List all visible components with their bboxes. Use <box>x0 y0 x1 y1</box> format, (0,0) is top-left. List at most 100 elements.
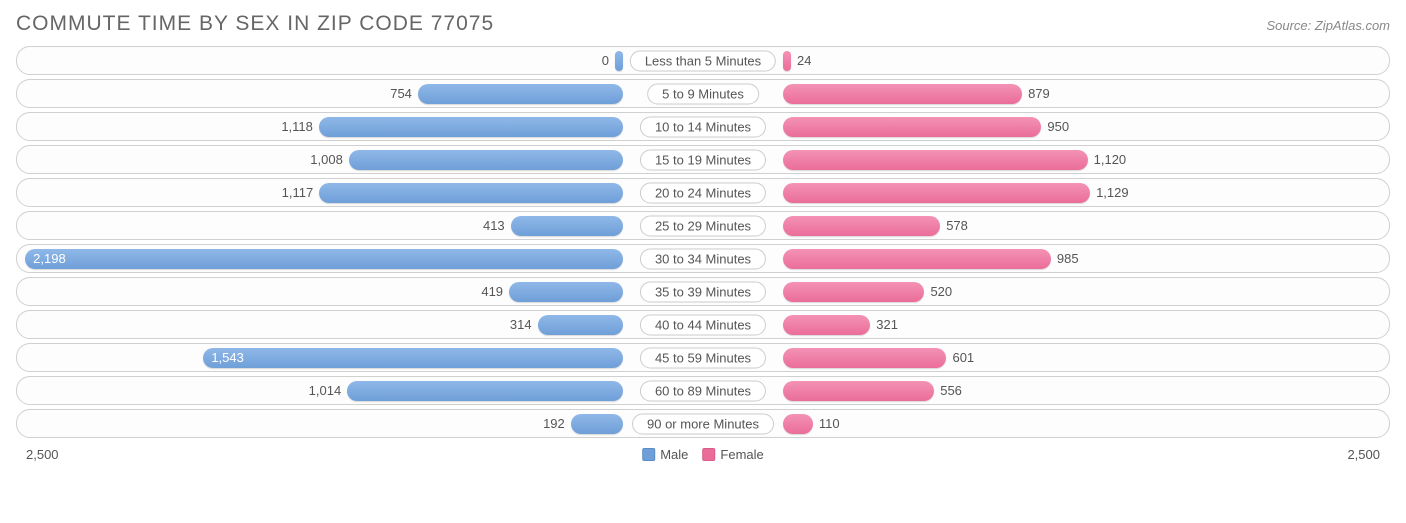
female-value-label: 321 <box>876 317 898 332</box>
category-pill: 5 to 9 Minutes <box>647 83 759 104</box>
male-bar <box>538 315 623 335</box>
female-value-label: 1,120 <box>1094 152 1127 167</box>
male-half: 419 <box>17 278 703 305</box>
female-half: 24 <box>703 47 1389 74</box>
male-value-label: 314 <box>510 317 532 332</box>
male-value-label: 192 <box>543 416 565 431</box>
axis-max-left: 2,500 <box>26 447 59 462</box>
female-value-label: 520 <box>930 284 952 299</box>
category-pill: 20 to 24 Minutes <box>640 182 766 203</box>
female-bar <box>783 183 1090 203</box>
diverging-bar-chart: Less than 5 Minutes 0 24 5 to 9 Minutes 754 8… <box>16 46 1390 438</box>
male-value-label: 419 <box>481 284 503 299</box>
male-value-label: 1,118 <box>281 119 313 134</box>
female-value-label: 985 <box>1057 251 1079 266</box>
chart-row: 45 to 59 Minutes 1,543 601 <box>16 343 1390 372</box>
female-bar <box>783 381 934 401</box>
legend-label-female: Female <box>720 447 763 462</box>
chart-header: COMMUTE TIME BY SEX IN ZIP CODE 77075 So… <box>16 12 1390 36</box>
male-bar <box>511 216 623 236</box>
category-pill: 40 to 44 Minutes <box>640 314 766 335</box>
male-value-label: 413 <box>483 218 505 233</box>
female-bar <box>783 414 813 434</box>
chart-row: 10 to 14 Minutes 1,118 950 <box>16 112 1390 141</box>
male-bar <box>347 381 623 401</box>
category-pill: 45 to 59 Minutes <box>640 347 766 368</box>
chart-row: 40 to 44 Minutes 314 321 <box>16 310 1390 339</box>
male-value-label: 1,117 <box>282 185 314 200</box>
male-value-label: 0 <box>602 53 609 68</box>
female-bar <box>783 51 791 71</box>
male-swatch-icon <box>642 448 655 461</box>
category-pill: 25 to 29 Minutes <box>640 215 766 236</box>
male-value-label: 1,014 <box>309 383 342 398</box>
male-bar <box>418 84 623 104</box>
male-bar <box>319 117 623 137</box>
female-bar <box>783 282 924 302</box>
female-swatch-icon <box>702 448 715 461</box>
male-half: 1,117 <box>17 179 703 206</box>
chart-row: 90 or more Minutes 192 110 <box>16 409 1390 438</box>
category-pill: 35 to 39 Minutes <box>640 281 766 302</box>
male-bar <box>509 282 623 302</box>
female-half: 601 <box>703 344 1389 371</box>
category-pill: 10 to 14 Minutes <box>640 116 766 137</box>
chart-row: 20 to 24 Minutes 1,117 1,129 <box>16 178 1390 207</box>
male-half: 1,014 <box>17 377 703 404</box>
category-pill: 90 or more Minutes <box>632 413 774 434</box>
male-half: 1,543 <box>17 344 703 371</box>
male-half: 314 <box>17 311 703 338</box>
male-value-label: 1,543 <box>211 350 244 365</box>
chart-row: 25 to 29 Minutes 413 578 <box>16 211 1390 240</box>
female-half: 556 <box>703 377 1389 404</box>
female-bar <box>783 249 1051 269</box>
female-bar <box>783 348 946 368</box>
female-half: 985 <box>703 245 1389 272</box>
male-value-label: 2,198 <box>33 251 66 266</box>
female-bar <box>783 315 870 335</box>
male-bar: 2,198 <box>25 249 623 269</box>
female-half: 321 <box>703 311 1389 338</box>
male-bar <box>615 51 623 71</box>
legend-item-male: Male <box>642 447 688 462</box>
female-bar <box>783 216 940 236</box>
male-bar <box>319 183 623 203</box>
female-value-label: 556 <box>940 383 962 398</box>
female-half: 520 <box>703 278 1389 305</box>
female-half: 578 <box>703 212 1389 239</box>
male-bar: 1,543 <box>203 348 623 368</box>
female-value-label: 24 <box>797 53 811 68</box>
female-value-label: 950 <box>1047 119 1069 134</box>
female-half: 110 <box>703 410 1389 437</box>
female-half: 879 <box>703 80 1389 107</box>
male-value-label: 1,008 <box>310 152 343 167</box>
male-half: 192 <box>17 410 703 437</box>
category-pill: 60 to 89 Minutes <box>640 380 766 401</box>
female-half: 1,120 <box>703 146 1389 173</box>
male-bar <box>349 150 623 170</box>
male-half: 1,008 <box>17 146 703 173</box>
male-bar <box>571 414 623 434</box>
chart-row: 60 to 89 Minutes 1,014 556 <box>16 376 1390 405</box>
axis-max-right: 2,500 <box>1347 447 1380 462</box>
chart-title: COMMUTE TIME BY SEX IN ZIP CODE 77075 <box>16 12 494 36</box>
female-bar <box>783 150 1088 170</box>
female-value-label: 601 <box>952 350 974 365</box>
category-pill: 30 to 34 Minutes <box>640 248 766 269</box>
male-half: 0 <box>17 47 703 74</box>
male-value-label: 754 <box>390 86 412 101</box>
male-half: 1,118 <box>17 113 703 140</box>
chart-row: Less than 5 Minutes 0 24 <box>16 46 1390 75</box>
female-value-label: 578 <box>946 218 968 233</box>
chart-row: 15 to 19 Minutes1,0081,120 <box>16 145 1390 174</box>
male-half: 754 <box>17 80 703 107</box>
female-value-label: 879 <box>1028 86 1050 101</box>
legend-item-female: Female <box>702 447 763 462</box>
female-half: 1,129 <box>703 179 1389 206</box>
category-pill: Less than 5 Minutes <box>630 50 776 71</box>
chart-source: Source: ZipAtlas.com <box>1266 18 1390 33</box>
legend-label-male: Male <box>660 447 688 462</box>
chart-row: 5 to 9 Minutes 754 879 <box>16 79 1390 108</box>
female-bar <box>783 117 1041 137</box>
chart-row: 30 to 34 Minutes 2,198 985 <box>16 244 1390 273</box>
